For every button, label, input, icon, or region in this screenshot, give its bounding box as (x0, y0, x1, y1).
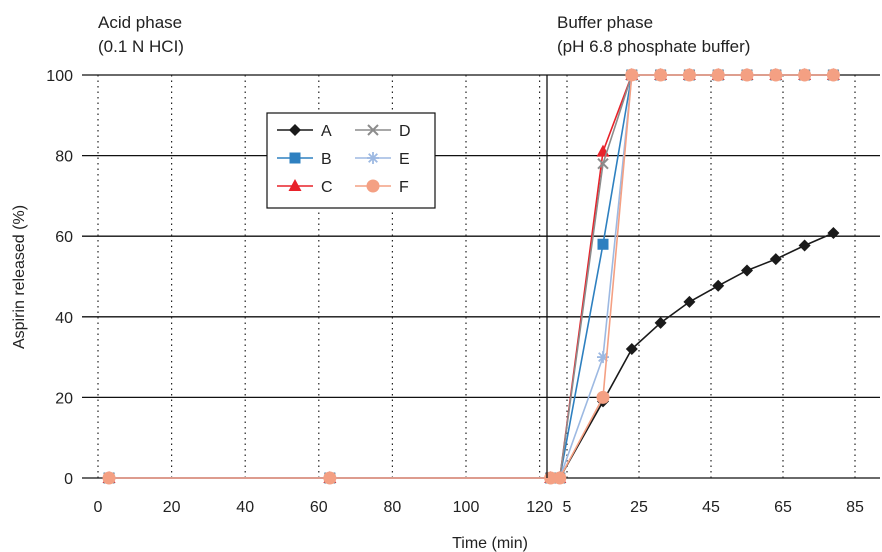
legend-entry-f: F (355, 179, 409, 196)
legend-label: A (321, 123, 332, 140)
x-tick-label: 20 (163, 499, 181, 516)
x-tick-label: 5 (563, 499, 572, 516)
grid-layer (82, 74, 880, 479)
legend-label: E (399, 151, 410, 168)
data-point (625, 343, 638, 356)
legend-entry-a: A (277, 123, 332, 140)
series-line-buffer (559, 74, 834, 479)
series-c (102, 68, 840, 483)
series-line-buffer (559, 74, 834, 479)
data-point (741, 264, 753, 277)
y-tick-label: 60 (55, 229, 73, 246)
data-point (769, 253, 782, 266)
data-point (826, 68, 840, 82)
legend-label: D (399, 123, 411, 140)
data-point (798, 68, 812, 82)
legend-entry-c: C (277, 179, 333, 196)
series-line-buffer (559, 232, 834, 479)
legend-marker (289, 124, 301, 136)
x-tick-label: 45 (702, 499, 720, 516)
series-a (103, 226, 840, 484)
series-layer (102, 68, 840, 485)
series-line-buffer (559, 74, 834, 479)
legend: ABC DEF (266, 112, 436, 209)
data-point (654, 68, 668, 82)
legend-marker (288, 179, 302, 191)
legend-label: F (399, 179, 409, 196)
x-tick-label: 60 (310, 499, 328, 516)
data-point (827, 226, 840, 239)
data-point (682, 68, 696, 82)
series-e (103, 69, 840, 484)
series-b (103, 69, 839, 484)
y-tick-label: 0 (64, 471, 73, 488)
legend-marker (289, 152, 301, 164)
data-point (597, 238, 609, 250)
legend-entry-b: B (277, 151, 332, 168)
data-point (596, 390, 610, 404)
x-tick-label: 120 (526, 499, 553, 516)
legend-label: C (321, 179, 333, 196)
series-f (102, 68, 840, 485)
y-tick-label: 80 (55, 149, 73, 166)
buffer-phase-title: Buffer phase (557, 13, 653, 32)
axes-layer: 0 20 40 60 80 100 0 20 40 60 80 100 120 5 25 45 65 85 (46, 68, 864, 516)
series-line-buffer (559, 74, 834, 479)
legend-marker (366, 179, 380, 193)
legend-marker (367, 152, 379, 164)
data-point (740, 68, 754, 82)
data-point (597, 157, 609, 170)
data-point (553, 471, 567, 485)
x-tick-label: 80 (384, 499, 402, 516)
data-point (654, 316, 667, 329)
x-tick-label: 100 (453, 499, 480, 516)
x-tick-label: 25 (630, 499, 648, 516)
series-d (103, 69, 840, 484)
legend-marker (367, 124, 379, 136)
text-layer: Acid phase (0.1 N HCI) Buffer phase (pH … (11, 13, 750, 552)
acid-phase-title: Acid phase (98, 13, 182, 32)
acid-phase-subtitle: (0.1 N HCI) (98, 37, 184, 56)
legend-entry-d: D (355, 123, 411, 140)
y-axis-title: Aspirin released (%) (11, 205, 28, 349)
data-point (102, 471, 116, 485)
x-tick-label: 0 (94, 499, 103, 516)
y-tick-label: 20 (55, 390, 73, 407)
data-point (683, 295, 696, 308)
data-point (625, 68, 639, 82)
data-point (323, 471, 337, 485)
y-tick-label: 100 (46, 68, 73, 85)
data-point (769, 68, 783, 82)
x-tick-label: 40 (236, 499, 254, 516)
y-tick-label: 40 (55, 310, 73, 327)
legend-label: B (321, 151, 332, 168)
data-point (798, 239, 811, 252)
series-line-buffer (559, 74, 834, 479)
data-point (712, 279, 725, 292)
buffer-phase-subtitle: (pH 6.8 phosphate buffer) (557, 37, 750, 56)
legend-entry-e: E (355, 151, 410, 168)
x-tick-label: 65 (774, 499, 792, 516)
x-tick-label: 85 (846, 499, 864, 516)
data-point (711, 68, 725, 82)
x-axis-title: Time (min) (452, 535, 528, 552)
